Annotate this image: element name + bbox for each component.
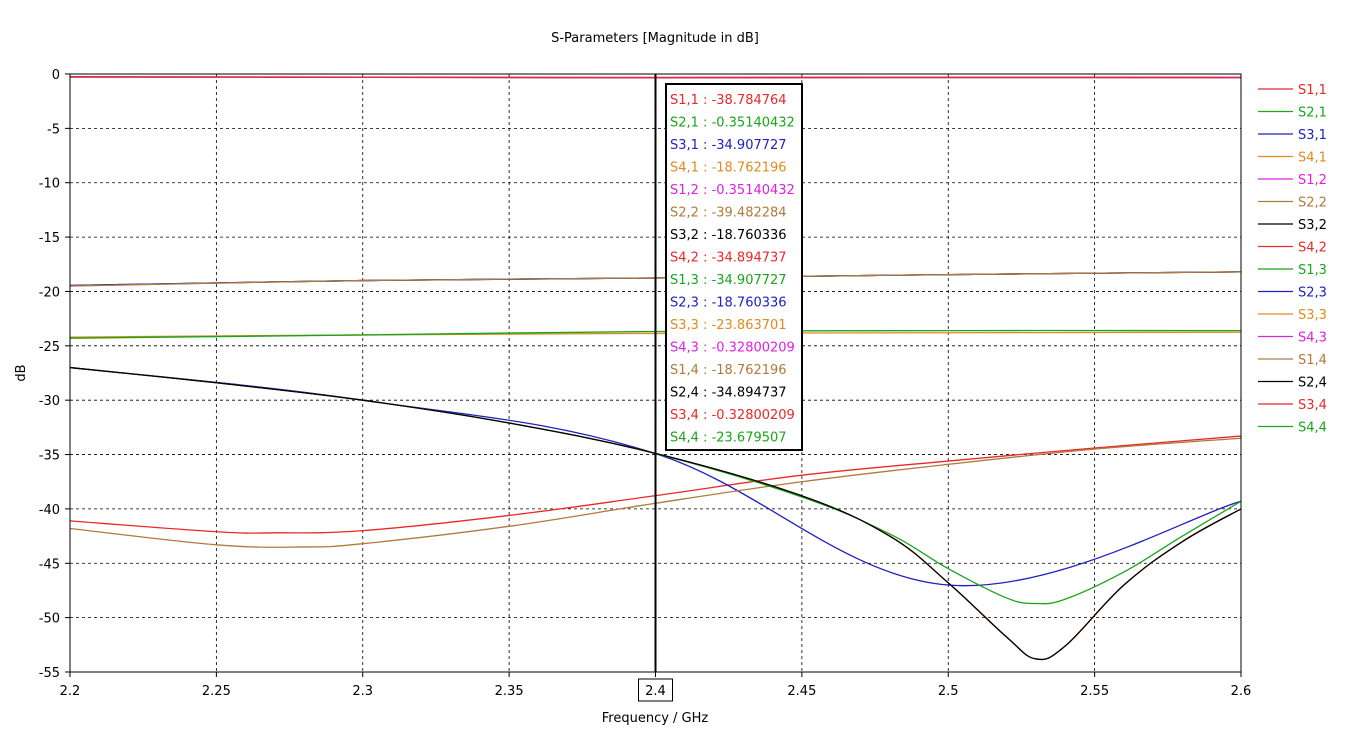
y-tick-label: -5 (47, 122, 60, 137)
readout-entry: S2,4 : -34.894737 (670, 386, 787, 401)
x-tick-label: 2.6 (1231, 684, 1252, 699)
y-tick-label: -20 (39, 285, 60, 300)
legend-label: S2,4 (1298, 376, 1327, 391)
y-tick-label: -55 (39, 666, 60, 681)
marker-x-box[interactable] (638, 678, 673, 702)
legend-label: S3,1 (1298, 128, 1327, 143)
readout-entry: S2,1 : -0.35140432 (670, 116, 795, 131)
legend-label: S2,3 (1298, 286, 1327, 301)
readout-entry: S4,1 : -18.762196 (670, 161, 787, 176)
readout-entry: S3,3 : -23.863701 (670, 318, 787, 333)
readout-entry: S3,4 : -0.32800209 (670, 408, 795, 423)
marker-x-label: 2.4 (645, 684, 666, 699)
x-tick-label: 2.25 (202, 684, 231, 699)
readout-entry: S3,2 : -18.760336 (670, 228, 787, 243)
legend-label: S1,1 (1298, 83, 1327, 98)
legend-label: S2,1 (1298, 106, 1327, 121)
series-line-S2-4 (70, 366, 1241, 661)
legend-label: S3,3 (1298, 308, 1327, 323)
x-tick-label: 2.3 (352, 684, 373, 699)
readout-entry: S4,2 : -34.894737 (670, 251, 787, 266)
x-tick-label: 2.55 (1080, 684, 1109, 699)
legend: S1,1 S2,1 S3,1 S4,1 S1,2 S2,2 S3,2 S4,2 S1,3 S2,3… (1258, 83, 1327, 436)
legend-label: S3,2 (1298, 218, 1327, 233)
legend-label: S1,2 (1298, 173, 1327, 188)
axis-ticks: 2.2 2.25 2.3 2.35 2.45 2.5 2.55 2.6 0 -5 -10 -15 -20… (39, 68, 1252, 699)
legend-label: S4,3 (1298, 331, 1327, 346)
readout-entry: S2,2 : -39.482284 (670, 206, 787, 221)
y-axis-label: dB (14, 364, 29, 381)
series-line-S2-2 (70, 437, 1241, 548)
legend-label: S3,4 (1298, 398, 1327, 413)
y-tick-label: -40 (39, 503, 60, 518)
x-tick-label: 2.35 (495, 684, 524, 699)
legend-label: S4,1 (1298, 151, 1327, 166)
chart-title: S-Parameters [Magnitude in dB] (551, 31, 759, 46)
readout-entry: S1,1 : -38.784764 (670, 93, 787, 108)
readout-entry: S4,4 : -23.679507 (670, 431, 787, 446)
y-tick-label: -30 (39, 394, 60, 409)
readout-entry: S3,1 : -34.907727 (670, 138, 787, 153)
x-axis-label: Frequency / GHz (602, 711, 709, 726)
y-tick-label: -15 (39, 231, 60, 246)
series-line-S1-1 (70, 435, 1241, 534)
y-tick-label: -50 (39, 612, 60, 627)
legend-label: S4,2 (1298, 241, 1327, 256)
readout-entry: S4,3 : -0.32800209 (670, 341, 795, 356)
readout-box (665, 83, 803, 451)
marker[interactable]: 2.4 (638, 74, 673, 702)
y-tick-label: -25 (39, 340, 60, 355)
readout-entry: S1,4 : -18.762196 (670, 363, 787, 378)
y-tick-label: -45 (39, 557, 60, 572)
legend-label: S2,2 (1298, 196, 1327, 211)
x-tick-label: 2.5 (938, 684, 959, 699)
y-tick-label: -35 (39, 449, 60, 464)
readout-entry: S1,2 : -0.35140432 (670, 183, 795, 198)
y-tick-label: 0 (52, 68, 60, 83)
marker-readout: S1,1 : -38.784764 S2,1 : -0.35140432 S3,1 … (665, 83, 803, 451)
x-tick-label: 2.45 (787, 684, 816, 699)
legend-label: S1,3 (1298, 263, 1327, 278)
y-tick-label: -10 (39, 177, 60, 192)
legend-label: S1,4 (1298, 353, 1327, 368)
legend-label: S4,4 (1298, 421, 1327, 436)
readout-entry: S1,3 : -34.907727 (670, 273, 787, 288)
x-tick-label: 2.2 (60, 684, 81, 699)
readout-entry: S2,3 : -18.760336 (670, 296, 787, 311)
